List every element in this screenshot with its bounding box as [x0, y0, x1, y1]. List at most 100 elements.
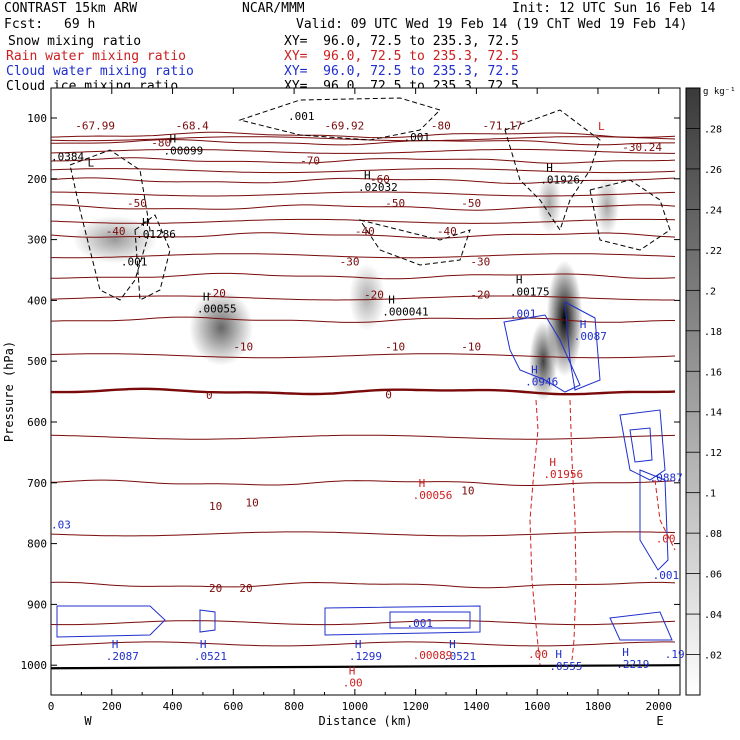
cloud-water-contour-5	[564, 301, 601, 391]
extremum-marker: H	[555, 648, 562, 661]
y-tick-label: 100	[27, 112, 47, 125]
x-tick-label: 600	[223, 700, 243, 713]
extremum-value: .00099	[164, 144, 204, 157]
isotherm-label: -80	[151, 136, 171, 149]
isotherm-intermediate	[51, 531, 676, 537]
extremum-value: .0555	[549, 660, 582, 673]
isotherm-low	[51, 641, 676, 647]
colorbar-tick-label: .16	[704, 367, 722, 378]
cloud-water-contour-7	[629, 427, 653, 463]
isotherm-label: -20	[364, 288, 384, 301]
extremum-value: .2219	[616, 658, 649, 671]
extremum-value: .000041	[382, 305, 428, 318]
isotherm-label: -30.24	[622, 141, 662, 154]
rain-contour-1	[569, 399, 577, 661]
y-tick-label: 1000	[21, 659, 48, 672]
contour-value-label: .00089	[413, 649, 453, 662]
contour-value-label: .001	[121, 256, 148, 269]
org-label: NCAR/MMM	[242, 1, 305, 16]
field-name-rain: Rain water mixing ratio	[6, 49, 187, 64]
cloud-water-contour-3	[389, 611, 471, 629]
x-tick-label: 800	[284, 700, 304, 713]
isotherm-label: -40	[106, 225, 126, 238]
rain-contours	[529, 399, 676, 666]
cloud-ice-contour-0	[69, 149, 151, 301]
isotherm-low	[51, 620, 676, 626]
colorbar-tick-label: .02	[704, 651, 722, 662]
init-time: Init: 12 UTC Sun 16 Feb 14	[512, 1, 716, 16]
extremum-value: .1299	[349, 650, 382, 663]
y-tick-label: 400	[27, 294, 47, 307]
forecast-hours: 69 h	[64, 17, 96, 32]
contour-value-label: .00	[528, 648, 548, 661]
x-tick-label: 1600	[524, 700, 551, 713]
terrain-line	[51, 664, 680, 670]
east-end-label: E	[656, 714, 663, 728]
extremum-marker: H	[419, 477, 426, 490]
field-name-cloud-water: Cloud water mixing ratio	[6, 64, 194, 79]
isotherm--80	[51, 131, 676, 139]
extremum-value: .01926	[540, 174, 580, 187]
isotherm-label: -40	[437, 225, 457, 238]
extremum-marker: H	[449, 638, 456, 651]
cloud-water-contour-6	[619, 409, 666, 481]
isotherm-label: 0	[385, 389, 392, 402]
isotherm-intermediate	[51, 168, 676, 174]
field-name-snow: Snow mixing ratio	[8, 34, 142, 49]
contour-value-label: .001	[510, 307, 537, 320]
colorbar: .28 .26 .24 .22 .2 .18 .16 .14 .12 .1 .08 .06 .04 .02…	[685, 87, 736, 696]
isotherm-label: -50	[127, 197, 147, 210]
isotherm-intermediate	[51, 191, 676, 197]
extremum-marker: H	[580, 318, 587, 331]
cloud-ice-contours	[69, 97, 671, 301]
isotherm-label: -68.4	[176, 119, 209, 132]
contour-value-label: .001	[407, 617, 434, 630]
snow-maximum-0	[72, 215, 157, 264]
field-xy-snow: XY= 96.0, 72.5 to 235.3, 72.5	[284, 34, 519, 49]
x-tick-label: 200	[102, 700, 122, 713]
isotherm-label: -60	[370, 173, 390, 186]
isotherm-label: 20	[209, 582, 222, 595]
isotherm-label: 0	[206, 389, 213, 402]
extremum-marker: H	[549, 456, 556, 469]
y-tick-label: 500	[27, 355, 47, 368]
extremum-value: .0521	[443, 650, 476, 663]
colorbar-tick-label: .24	[704, 205, 722, 216]
isotherm-label: -40	[355, 225, 375, 238]
x-tick-label: 2000	[645, 700, 672, 713]
isotherm-label: -50	[461, 197, 481, 210]
isotherm-label: -10	[233, 341, 253, 354]
isotherm--50	[51, 177, 676, 184]
temperature-isotherms	[51, 131, 680, 670]
isotherm-label: -50	[385, 197, 405, 210]
isotherm-label: -10	[385, 341, 405, 354]
extremum-marker: H	[388, 293, 395, 306]
contour-value-label: .00	[656, 532, 676, 545]
isotherm--60	[51, 157, 676, 164]
cloud-ice-contour-5	[589, 179, 671, 251]
extremum-marker: H	[200, 638, 207, 651]
y-tick-label: 600	[27, 416, 47, 429]
isotherm-intermediate	[51, 434, 676, 440]
extremum-marker: H	[516, 273, 523, 286]
y-axis-label: Pressure (hPa)	[2, 341, 16, 442]
contour-value-label: .001	[288, 110, 315, 123]
contour-value-label: .0384	[51, 151, 84, 164]
y-tick-label: 700	[27, 477, 47, 490]
colorbar-tick-label: .2	[704, 286, 716, 297]
isotherm-label: -80	[431, 119, 451, 132]
extremum-marker: H	[112, 638, 119, 651]
isotherm-label: -10	[461, 341, 481, 354]
isotherm-intermediate	[51, 353, 676, 359]
isotherm--10	[51, 316, 675, 323]
snow-maximum-5	[537, 173, 562, 234]
isotherm-label: -69.92	[324, 119, 364, 132]
contour-value-label: .0887	[650, 472, 683, 485]
snow-maximum-2	[349, 263, 386, 332]
extremum-marker: H	[546, 162, 553, 175]
field-xy-cloud-water: XY= 96.0, 72.5 to 235.3, 72.5	[284, 64, 519, 79]
colorbar-tick-label: .26	[704, 165, 722, 176]
x-tick-label: 400	[163, 700, 183, 713]
isotherm-label: 10	[209, 500, 222, 513]
isotherm--20	[51, 272, 676, 280]
